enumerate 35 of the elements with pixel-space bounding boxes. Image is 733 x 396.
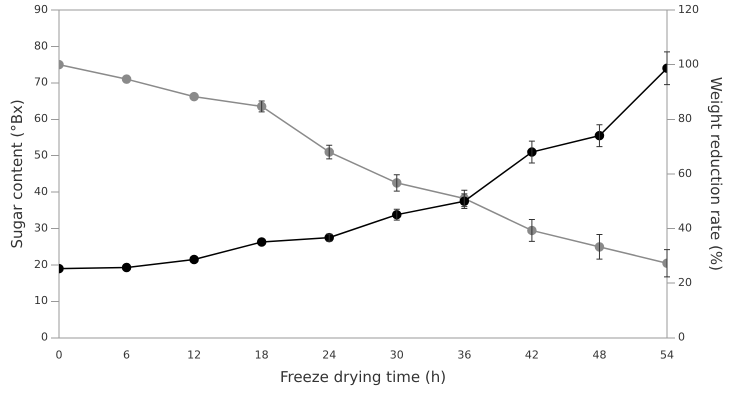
y2-tick-label: 60 <box>678 166 692 180</box>
point <box>122 262 132 272</box>
point <box>256 237 266 247</box>
y2-tick-label: 0 <box>678 330 686 344</box>
y-tick-label: 10 <box>34 294 48 308</box>
y2-tick-label: 40 <box>678 221 692 234</box>
y-axis-title: Sugar content (°Bx) <box>8 99 26 249</box>
x-axis-title: Freeze drying time (h) <box>280 368 446 386</box>
x-tick-label: 30 <box>390 348 404 362</box>
y2-tick-label: 120 <box>678 2 700 16</box>
x-tick-label: 48 <box>592 348 606 362</box>
x-tick-label: 42 <box>524 348 539 362</box>
y2-axis-title: Weight reduction rate (%) <box>707 76 726 271</box>
x-tick-label: 36 <box>457 348 472 362</box>
y2-tick-label: 80 <box>678 112 692 126</box>
point <box>189 92 199 102</box>
y2-tick-label: 100 <box>678 57 700 70</box>
y-tick-label: 0 <box>40 330 48 344</box>
point <box>189 254 199 264</box>
y-tick-label: 30 <box>34 221 48 234</box>
x-tick-label: 12 <box>187 348 202 362</box>
point <box>122 74 132 84</box>
y-tick-label: 40 <box>34 184 48 198</box>
x-tick-label: 0 <box>55 348 62 362</box>
y-tick-label: 60 <box>34 112 48 126</box>
y-tick-label: 70 <box>34 76 48 89</box>
y-tick-label: 50 <box>34 148 48 162</box>
x-tick-label: 18 <box>254 348 269 362</box>
y-tick-label: 20 <box>34 258 48 271</box>
y-tick-label: 90 <box>34 2 48 16</box>
x-tick-label: 54 <box>660 348 674 362</box>
y2-tick-label: 20 <box>678 276 692 290</box>
y-tick-label: 80 <box>34 39 48 52</box>
x-tick-label: 6 <box>123 348 130 362</box>
x-tick-label: 24 <box>322 348 336 362</box>
